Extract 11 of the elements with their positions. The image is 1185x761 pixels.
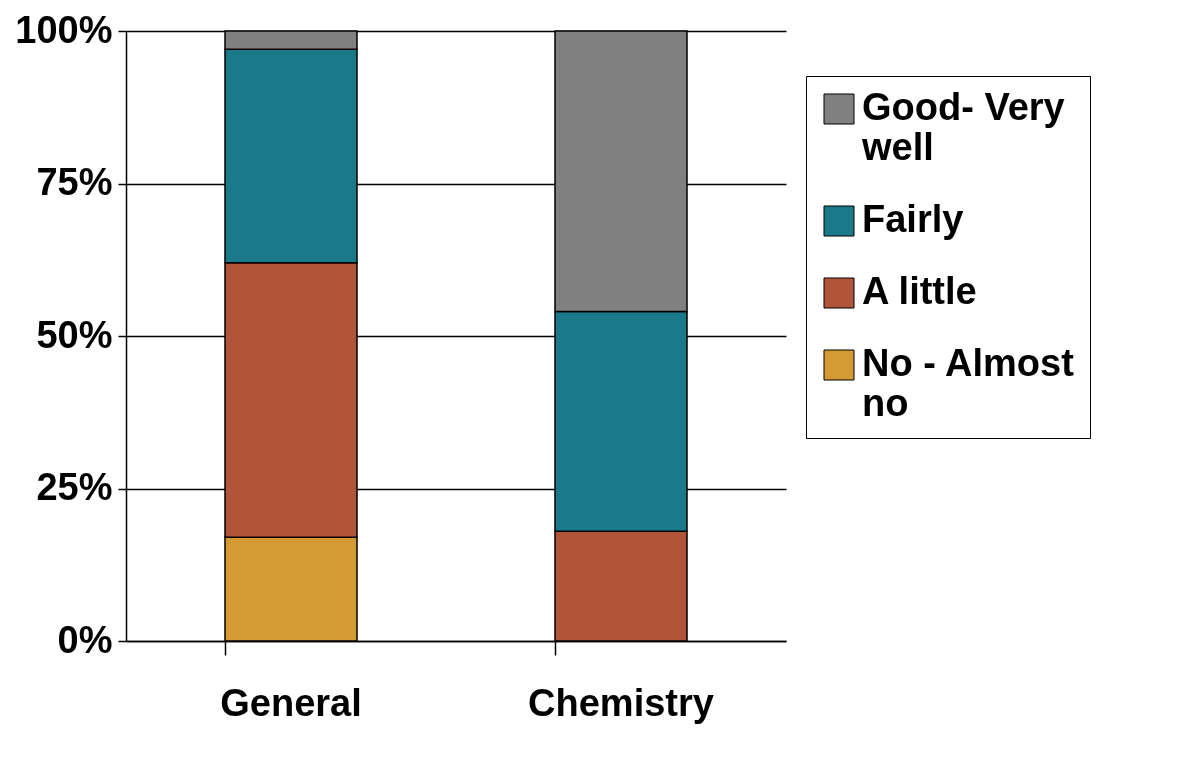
x-tick-label: Chemistry xyxy=(528,681,714,724)
x-tick-label: General xyxy=(220,681,362,724)
legend-label: Good- Very well xyxy=(861,86,1065,168)
y-tick-label: 0% xyxy=(57,618,113,661)
y-tick-label: 100% xyxy=(15,8,113,51)
y-tick-label: 25% xyxy=(36,466,113,508)
legend-label: A little xyxy=(862,270,977,312)
legend-label: Fairly xyxy=(862,198,964,240)
y-tick-label: 75% xyxy=(36,161,113,203)
y-tick-label: 50% xyxy=(36,313,113,356)
legend-label: No - Almost no xyxy=(862,342,1075,424)
